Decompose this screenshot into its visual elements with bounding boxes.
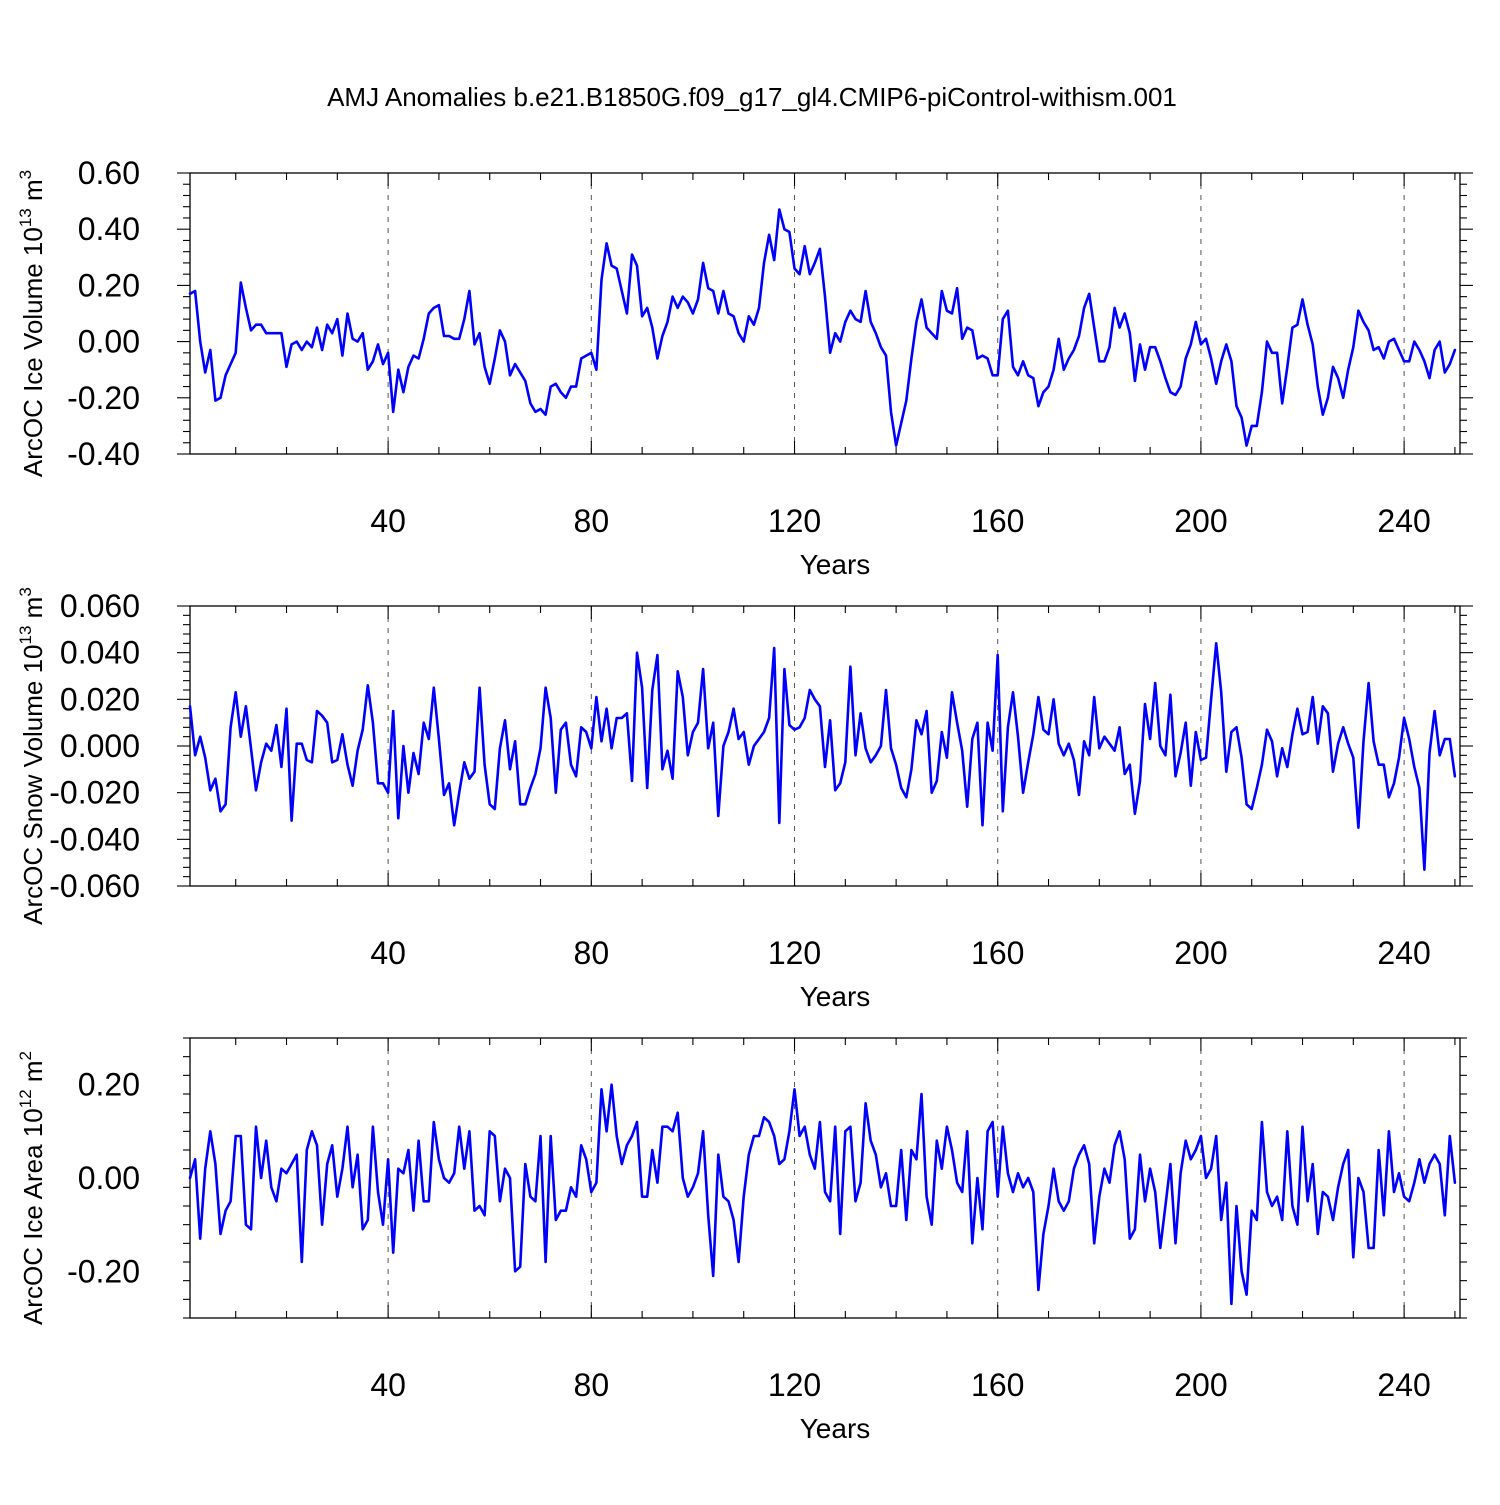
ylabel-space [18,618,48,625]
ice-area-panel: -0.20 0.00 0.20 40 80 120 160 200 240 Years ArcOC … [16,1037,1467,1444]
figure-title: AMJ Anomalies b.e21.B1850G.f09_g17_gl4.C… [327,82,1177,112]
ylabel-exponent: 13 [16,626,35,645]
snow-volume-xlabel: Years [800,981,871,1012]
ice-volume-ytick-label: 0.20 [78,267,140,303]
snow-volume-ytick-label: -0.040 [49,821,140,857]
ice-volume-xtick-label: 120 [768,503,821,539]
ice-volume-xtick-label: 40 [370,503,406,539]
ylabel-exponent: 12 [16,1089,35,1108]
snow-volume-series-line [188,641,1457,872]
ylabel-unit-exponent: 3 [16,587,35,596]
ice-volume-xtick-label: 240 [1377,503,1430,539]
snow-volume-xtick-label: 120 [768,935,821,971]
ice-area-xtick-label: 120 [768,1367,821,1403]
ice-volume-panel: -0.40 -0.20 0.00 0.20 0.40 0.60 40 80 120 160 200 2… [16,155,1473,580]
ice-area-xtick-label: 240 [1377,1367,1430,1403]
snow-volume-xtick-label: 80 [574,935,610,971]
ice-area-ytick-label: 0.00 [78,1160,140,1196]
ylabel-space [18,1082,48,1089]
ylabel-unit-exponent: 3 [16,170,35,179]
snow-volume-ytick-label: 0.060 [60,588,140,624]
ice-area-xtick-label: 80 [574,1367,610,1403]
ice-area-ytick-label: 0.20 [78,1067,140,1103]
snow-volume-ytick-label: 0.020 [60,681,140,717]
snow-volume-xtick-label: 240 [1377,935,1430,971]
snow-volume-ytick-label: 0.040 [60,635,140,671]
ylabel-space [18,201,48,208]
snow-volume-ytick-label: -0.020 [49,775,140,811]
ice-volume-ylabel: ArcOC Ice Volume 1013 m3 [16,170,48,477]
ice-area-xtick-label: 160 [971,1367,1024,1403]
ylabel-text-part: ArcOC Ice Volume 10 [18,227,48,477]
snow-volume-ytick-label: 0.000 [60,728,140,764]
ice-area-xtick-label: 40 [370,1367,406,1403]
ice-volume-xtick-label: 200 [1174,503,1227,539]
ice-area-xlabel: Years [800,1413,871,1444]
ice-volume-ytick-label: -0.40 [67,436,140,472]
ylabel-exponent: 13 [16,208,35,227]
snow-volume-panel: -0.060 -0.040 -0.020 0.000 0.020 0.040 0.060 40… [16,587,1473,1012]
snow-volume-ylabel: ArcOC Snow Volume 1013 m3 [16,587,48,925]
plot-panels: -0.40 -0.20 0.00 0.20 0.40 0.60 40 80 120 160 200 2… [16,155,1473,1444]
ylabel-text-part: ArcOC Snow Volume 10 [18,644,48,924]
ice-volume-ytick-label: -0.20 [67,380,140,416]
snow-volume-xtick-label: 160 [971,935,1024,971]
ice-area-ytick-label: -0.20 [67,1253,140,1289]
ice-volume-ytick-label: 0.40 [78,211,140,247]
snow-volume-xtick-label: 40 [370,935,406,971]
snow-volume-plot-frame [189,605,1461,887]
ice-volume-plot-frame [189,172,1461,455]
ice-volume-xtick-label: 80 [574,503,610,539]
ylabel-unit: m [18,597,48,619]
ylabel-unit: m [18,1060,48,1082]
ice-volume-xlabel: Years [800,549,871,580]
ice-volume-ytick-label: 0.60 [78,155,140,191]
ice-volume-series-line [188,208,1457,447]
ice-area-ylabel: ArcOC Ice Area 1012 m2 [16,1051,48,1325]
ylabel-unit-exponent: 2 [16,1051,35,1060]
ylabel-text-part: ArcOC Ice Area 10 [18,1108,48,1325]
ice-volume-ytick-label: 0.00 [78,324,140,360]
ice-area-series-line [188,1083,1457,1306]
snow-volume-ytick-label: -0.060 [49,868,140,904]
snow-volume-xtick-label: 200 [1174,935,1227,971]
ylabel-unit: m [18,179,48,201]
ice-area-xtick-label: 200 [1174,1367,1227,1403]
ice-volume-xtick-label: 160 [971,503,1024,539]
